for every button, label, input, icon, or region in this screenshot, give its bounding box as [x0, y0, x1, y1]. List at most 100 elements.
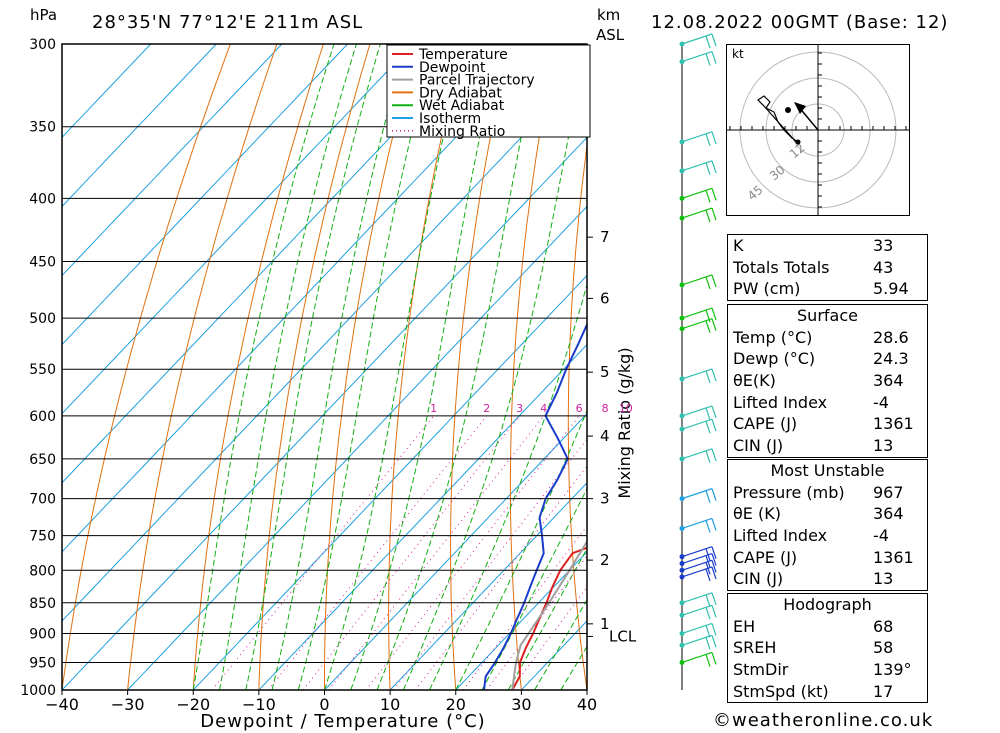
wind-barb-flag: [705, 276, 711, 290]
wind-barb-flag: [711, 318, 717, 331]
wind-barb-flag: [705, 320, 711, 333]
pressure-tick-label: 550: [29, 362, 56, 378]
hodograph: kt 12 30 45: [726, 44, 910, 216]
wind-barb-flag: [711, 131, 717, 145]
index-value: 28.6: [873, 327, 909, 347]
wet-adiabat-line: [481, 487, 587, 690]
pressure-tick-label: 600: [29, 409, 56, 425]
wind-barb-flag: [711, 566, 717, 580]
index-value: 33: [873, 236, 894, 255]
wind-barb-staff: [681, 318, 713, 330]
index-value: 43: [873, 257, 894, 277]
pressure-tick-label: 800: [29, 563, 56, 579]
wind-barb-staff: [681, 546, 713, 558]
index-value: 364: [873, 504, 904, 524]
index-label: CIN (J): [733, 569, 784, 589]
wet-adiabat-line: [271, 44, 407, 690]
mixing-ratio-label: 8: [602, 402, 609, 415]
wet-adiabat-line: [534, 598, 587, 690]
isotherm-line: [62, 67, 587, 622]
wind-barb-flag: [705, 594, 711, 607]
wind-barb-flag: [711, 51, 717, 64]
wind-barb-flag: [711, 635, 717, 648]
pressure-tick-label: 300: [29, 37, 56, 53]
index-value: 1361: [873, 414, 914, 434]
wind-barb-flag: [711, 448, 717, 462]
wind-barb-staff: [681, 517, 713, 530]
wind-barb-staff: [681, 552, 713, 565]
wind-barb-flag: [711, 518, 717, 531]
wind-barb-staff: [681, 651, 713, 664]
wind-barb-flag: [705, 370, 711, 384]
isotherm-line: [62, 44, 480, 484]
index-value: 1361: [873, 547, 914, 567]
height-tick-label: 4: [600, 427, 610, 445]
x-tick-label: 40: [577, 695, 597, 714]
index-label: Temp (°C): [733, 327, 813, 347]
wind-barb-flag: [711, 274, 717, 288]
index-value: 17: [873, 681, 894, 701]
wind-barb-staff: [681, 566, 713, 578]
wind-barb-flag: [705, 568, 711, 582]
mu-row-pressure: Pressure (mb) 967: [728, 482, 927, 504]
wind-barb-flag: [711, 546, 717, 559]
wet-adiabat-line: [219, 44, 357, 690]
height-tick-label: 5: [600, 363, 610, 381]
legend-label: Mixing Ratio: [419, 124, 505, 140]
mixing-ratio-label: 1: [430, 402, 437, 415]
index-label: θE(K): [733, 371, 776, 391]
pressure-tick-label: 650: [29, 452, 56, 468]
height-tick-label: 3: [600, 490, 610, 508]
index-label: Lifted Index: [733, 526, 828, 546]
index-value: 58: [873, 638, 894, 658]
isotherm-line: [62, 44, 545, 553]
wind-barb-staff: [681, 418, 713, 430]
wind-barb-staff: [681, 160, 713, 172]
wind-barb-flag: [711, 307, 717, 321]
wind-barb-flag: [705, 450, 711, 464]
wind-barb-staff: [681, 368, 713, 380]
footer-credit-text[interactable]: weatheronline.co.uk: [732, 710, 934, 731]
wind-barb-flag: [711, 160, 717, 174]
wet-adiabat-line: [350, 44, 501, 690]
hodo-row-stmdir: StmDir 139°: [728, 659, 927, 681]
legend-label: Dry Adiabat: [419, 85, 502, 101]
index-label: Dewp (°C): [733, 349, 816, 369]
index-row-totals-totals: Totals Totals 43: [728, 257, 927, 279]
wind-barb-flag: [705, 190, 711, 203]
wind-barb-staff: [681, 488, 713, 500]
index-value: 139°: [873, 660, 912, 680]
hodograph-table: Hodograph EH 68 SREH 58 StmDir 139° StmSpd …: [727, 593, 928, 704]
x-tick-label: −10: [242, 695, 276, 714]
x-tick-label: 30: [511, 695, 531, 714]
index-label: Totals Totals: [733, 257, 830, 277]
surface-table: Surface Temp (°C) 28.6 Dewp (°C) 24.3 θE(K…: [727, 304, 928, 458]
wind-barb-staff: [681, 622, 713, 635]
index-value: 5.94: [873, 279, 909, 299]
mu-row-theta-e: θE (K) 364: [728, 503, 927, 525]
wind-barb-flag: [705, 520, 711, 533]
wind-barb-staff: [681, 207, 713, 219]
hodo-row-stmspd: StmSpd (kt) 17: [728, 681, 927, 704]
index-label: K: [733, 236, 744, 255]
legend-label: Wet Adiabat: [419, 98, 505, 114]
surface-row-dewp: Dewp (°C) 24.3: [728, 348, 927, 370]
isotherm-line: [62, 44, 152, 139]
index-row-pw: PW (cm) 5.94: [728, 278, 927, 302]
mixing-ratio-line: [462, 525, 587, 690]
wind-barb-flag: [711, 33, 717, 47]
surface-title: Surface: [797, 306, 858, 325]
profile-dewpoint: [483, 322, 587, 690]
footer-credit[interactable]: ©weatheronline.co.uk: [713, 710, 933, 731]
location-label: 28°35'N 77°12'E 211m ASL: [92, 12, 364, 33]
wind-barb-flag: [711, 188, 717, 201]
height-tick-label: 1: [600, 615, 610, 633]
index-label: StmSpd (kt): [733, 681, 829, 701]
hodograph-title: Hodograph: [783, 595, 872, 614]
wind-barb-flag: [705, 654, 711, 667]
legend-label: Temperature: [418, 47, 508, 63]
legend-label: Isotherm: [419, 111, 481, 127]
index-value: 364: [873, 371, 904, 391]
most-unstable-title: Most Unstable: [770, 461, 885, 480]
index-label: SREH: [733, 638, 777, 658]
